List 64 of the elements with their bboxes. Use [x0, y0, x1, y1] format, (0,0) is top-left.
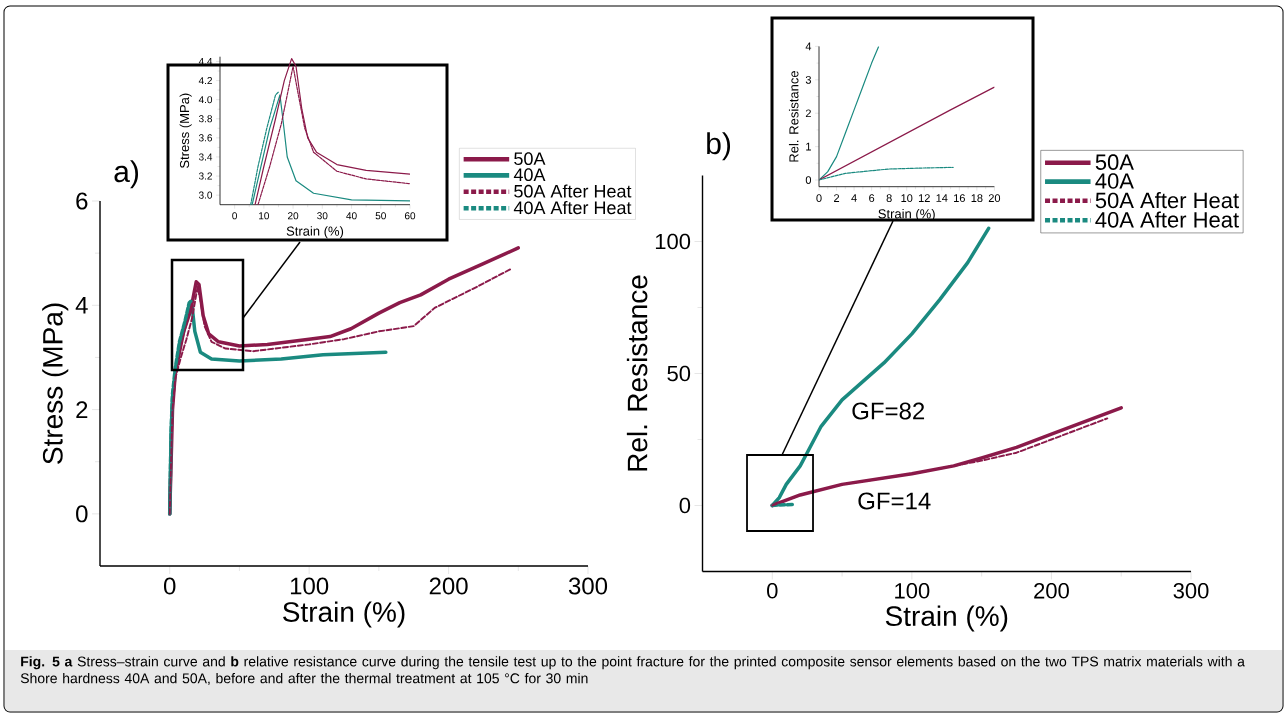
x-axis-title: Strain (%): [286, 226, 344, 239]
legend-label: 50A: [1095, 154, 1134, 170]
x-tick-label: 100: [895, 583, 930, 599]
x-tick-label: 50: [375, 212, 386, 220]
x-tick-label: 18: [971, 194, 983, 203]
text: b): [707, 132, 731, 161]
y-tick-label: 50: [667, 365, 691, 382]
y-tick-label: 4.2: [198, 77, 212, 85]
x-tick-label: 20: [288, 212, 299, 220]
x-tick-label: 10: [901, 194, 913, 203]
y-tick-label: 0: [76, 505, 88, 523]
y-axis-title: Rel. Resistance: [626, 275, 648, 471]
y-tick-label: 3.4: [198, 153, 213, 161]
x-tick-label: 100: [290, 577, 329, 595]
y-tick-label: 3.8: [198, 115, 213, 123]
x-tick-label: 0: [816, 194, 822, 203]
x-tick-label: 200: [429, 577, 468, 595]
legend-label: 50A After Heat: [514, 184, 632, 198]
x-tick-label: 30: [317, 212, 328, 220]
x-tick-label: 200: [1034, 583, 1069, 599]
x-tick-label: 40: [346, 212, 357, 220]
y-tick-label: 0: [679, 497, 691, 514]
y-tick-label: 3.6: [198, 134, 213, 142]
x-tick-label: 6: [869, 194, 875, 203]
text: Fig. 5 a Stress–strain curve and b relative resistance curve during the tensile test up to the point fracture for the printed composite sensor elements based on the two TPS matrix materials with a Shore hardness 40A and 50A, before and after the thermal treatment at 105 °C for 30 min: [20, 656, 1245, 685]
y-axis-title: Rel. Resistance: [788, 71, 799, 162]
y-tick-label: 3.0: [198, 191, 213, 199]
x-tick-label: 0: [767, 583, 778, 599]
y-tick-label: 3: [805, 75, 811, 84]
x-tick-label: 0: [163, 577, 176, 595]
x-tick-label: 300: [1173, 583, 1209, 599]
legend-label: 50A: [514, 152, 546, 166]
x-axis-title: Strain (%): [885, 605, 1008, 632]
y-axis-title: Stress (MPa): [42, 303, 69, 464]
x-axis-title: Strain (%): [283, 601, 405, 628]
text: a): [114, 160, 139, 189]
x-tick-label: 4: [851, 194, 857, 202]
x-tick-label: 16: [954, 194, 965, 203]
annotation: GF=14: [858, 492, 931, 510]
x-tick-label: 8: [886, 194, 892, 203]
legend-label: 40A After Heat: [513, 200, 632, 215]
legend-label: 40A After Heat: [1095, 211, 1239, 228]
y-axis-title: Stress (MPa): [179, 93, 192, 169]
legend-label: 50A After Heat: [1095, 192, 1239, 209]
legend-label: 40A: [1095, 173, 1134, 189]
x-tick-label: 12: [918, 194, 930, 202]
y-tick-label: 4.0: [198, 96, 213, 104]
y-tick-label: 1: [806, 142, 811, 151]
y-tick-label: 4: [805, 42, 812, 51]
y-tick-label: 0: [805, 176, 812, 184]
y-tick-label: 4: [75, 297, 88, 314]
y-tick-label: 3.2: [198, 172, 212, 180]
y-tick-label: 2: [76, 401, 88, 418]
y-tick-label: 100: [655, 233, 691, 250]
x-tick-label: 20: [988, 194, 1001, 203]
legend-label: 40A: [513, 168, 546, 182]
x-tick-label: 14: [936, 194, 948, 202]
x-tick-label: 0: [232, 212, 238, 220]
x-tick-label: 300: [568, 577, 608, 595]
y-tick-label: 2: [805, 109, 811, 118]
x-tick-label: 2: [834, 194, 840, 202]
annotation: GF=82: [852, 402, 925, 420]
x-tick-label: 10: [259, 212, 270, 220]
x-tick-label: 60: [404, 212, 416, 220]
